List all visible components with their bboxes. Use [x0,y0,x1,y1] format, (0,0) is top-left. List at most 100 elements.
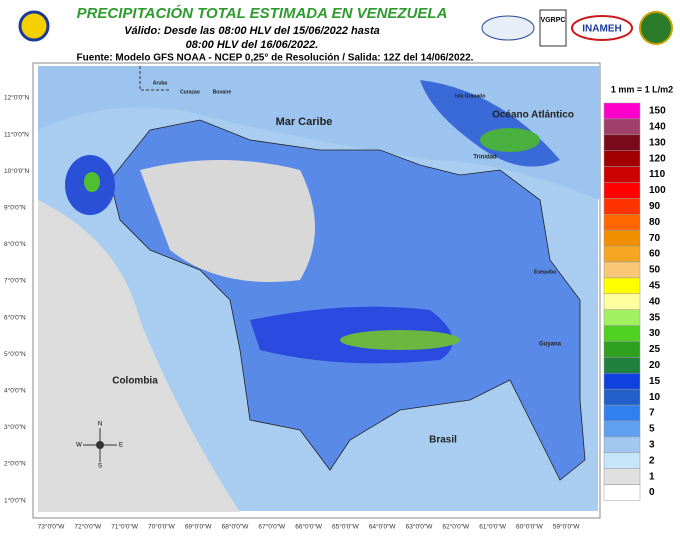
legend-swatch [603,436,641,454]
flag-logo [18,10,50,42]
lat-label: 3°0'0"N [4,423,26,431]
lat-label: 4°0'0"N [4,387,26,395]
place-label: Esequibo [534,269,557,275]
lat-label: 1°0'0"N [4,496,26,504]
legend-value: 20 [649,360,661,371]
legend-value: 130 [649,137,666,148]
map: N E S W [32,62,601,519]
logo [481,15,535,41]
lon-label: 65°0'0"W [332,523,360,531]
legend-value: 140 [649,121,666,132]
title: PRECIPITACIÓN TOTAL ESTIMADA EN VENEZUEL… [77,4,448,22]
logo [539,9,567,47]
legend-swatch [603,484,641,501]
legend-value: 40 [649,296,661,307]
border-dashed [139,66,170,91]
legend-value: 50 [649,265,661,276]
legend-value: 70 [649,233,661,244]
legend-swatch [603,468,641,485]
legend-value: 7 [649,408,655,419]
place-label: Trinidad [473,155,497,161]
legend-value: 60 [649,249,661,260]
lon-label: 69°0'0"W [185,523,213,531]
legend-swatch [603,214,641,231]
legend-value: 2 [649,455,655,466]
lon-label: 62°0'0"W [442,523,470,531]
legend-swatch [603,452,641,469]
lon-label: 60°0'0"W [516,523,544,531]
place-label: Bonaire [213,89,232,95]
legend-value: 45 [649,280,661,291]
place-label: Mar Caribe [276,116,333,128]
compass-letter: W [76,443,82,449]
place-label: Océano Atlántico [492,110,574,121]
source: Fuente: Modelo GFS NOAA - NCEP 0,25° de … [77,53,474,64]
lat-label: 12°0'0"N [4,94,30,102]
lat-label: 2°0'0"N [4,460,26,468]
place-label: Aruba [153,80,168,86]
legend-swatch [603,245,641,263]
subtitle: Válido: Desde las 08:00 HLV del 15/06/20… [124,25,380,37]
lat-label: 11°0'0"N [4,130,29,138]
lat-label: 10°0'0"N [4,167,30,175]
logo [571,15,633,41]
legend-value: 30 [649,328,661,339]
lon-label: 63°0'0"W [406,523,434,531]
legend-swatch [603,150,641,167]
place-label: Curazao [180,89,200,95]
legend-value: 35 [649,312,661,323]
legend-swatch [603,118,641,136]
legend-swatch [603,325,641,342]
legend-value: 110 [649,169,666,180]
legend-swatch [603,229,641,247]
lon-label: 66°0'0"W [295,523,323,531]
legend-swatch [603,404,641,422]
lon-label: 61°0'0"W [479,523,507,531]
legend-swatch [603,309,641,326]
legend-swatch [603,198,641,215]
lat-label: 7°0'0"N [4,277,26,285]
lon-label: 64°0'0"W [369,523,397,531]
compass-center [96,441,104,449]
lat-label: 6°0'0"N [4,313,26,321]
legend-value: 90 [649,201,661,212]
legend-value: 3 [649,439,655,450]
logo-text: VGRPC [541,17,566,24]
legend-swatch [603,388,641,406]
legend-value: 100 [649,185,666,196]
header: PRECIPITACIÓN TOTAL ESTIMADA EN VENEZUEL… [18,4,673,64]
lon-label: 73°0'0"W [38,523,66,531]
place-label: Guyana [539,342,562,348]
legend-title: 1 mm = 1 L/m2 [611,84,673,94]
lat-label: 8°0'0"N [4,240,26,248]
lon-label: 59°0'0"W [553,523,581,531]
logo-text: INAMEH [582,24,621,35]
precip-core [84,172,100,192]
legend-swatch [603,341,641,358]
place-label: Isla Granada [455,93,485,99]
legend-value: 150 [649,106,666,117]
legend-swatch [603,420,641,438]
legend-value: 15 [649,376,661,387]
legend-swatch [603,357,641,374]
compass-letter: N [98,422,102,428]
legend-value: 10 [649,392,661,403]
land-colombia [38,200,240,512]
lon-label: 71°0'0"W [111,523,139,531]
legend-swatch [603,166,641,183]
place-label: Colombia [112,376,158,387]
legend-swatch [603,182,641,199]
precip-core [480,128,540,152]
legend-swatch [603,373,641,390]
legend-swatch [603,293,641,310]
legend-swatch [603,261,641,279]
legend-value: 120 [649,153,666,164]
compass-letter: E [119,443,123,449]
logo [639,11,673,45]
legend-value: 1 [649,471,655,482]
lon-label: 70°0'0"W [148,523,176,531]
lon-label: 72°0'0"W [74,523,102,531]
lon-label: 67°0'0"W [258,523,286,531]
dry-area [140,160,315,282]
